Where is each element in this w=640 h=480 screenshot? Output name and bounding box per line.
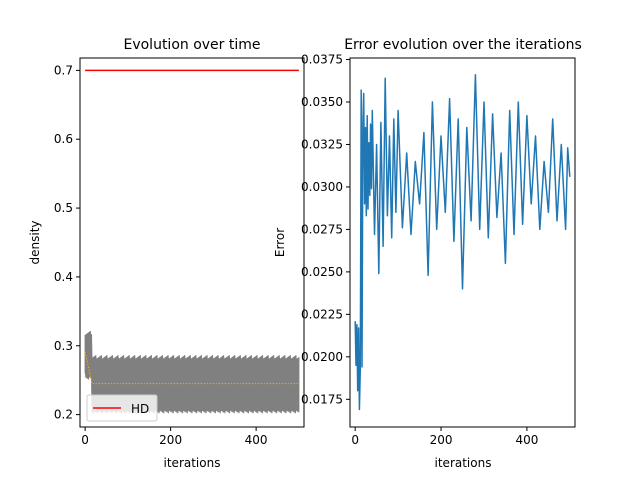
y-tick-label: 0.0200 <box>301 350 343 364</box>
x-tick-label: 200 <box>159 433 182 447</box>
y-tick-label: 0.5 <box>54 201 73 215</box>
y-tick-label: 0.0175 <box>301 392 343 406</box>
error-chart-ylabel: Error <box>273 228 287 257</box>
density-chart-title: Evolution over time <box>123 37 260 53</box>
error-chart-title: Error evolution over the iterations <box>344 37 582 53</box>
y-tick-label: 0.6 <box>54 132 73 146</box>
density-chart-ticks: 0 200 400 0.2 0.3 0.4 0.5 0.6 0.7 <box>54 63 268 447</box>
density-chart-frame <box>79 57 305 428</box>
y-tick-label: 0.0300 <box>301 180 343 194</box>
density-chart-xlabel: iterations <box>164 456 221 470</box>
y-tick-label: 0.4 <box>54 270 73 284</box>
y-tick-label: 0.0375 <box>301 53 343 67</box>
y-tick-label: 0.0225 <box>301 307 343 321</box>
error-chart-frame <box>349 57 576 428</box>
error-chart-xlabel: iterations <box>435 456 492 470</box>
error-chart: Error evolution over the iterations 0 200… <box>273 37 582 470</box>
error-series-0-line <box>354 74 571 411</box>
legend-hd-label: HD <box>131 402 149 416</box>
x-tick-label: 400 <box>515 433 538 447</box>
y-tick-label: 0.0350 <box>301 95 343 109</box>
legend-box <box>86 394 158 422</box>
y-tick-label: 0.0275 <box>301 222 343 236</box>
x-tick-label: 0 <box>81 433 89 447</box>
y-tick-label: 0.3 <box>54 339 73 353</box>
x-tick-label: 400 <box>245 433 268 447</box>
y-tick-label: 0.0325 <box>301 137 343 151</box>
error-chart-marks <box>354 74 571 411</box>
y-tick-label: 0.7 <box>54 63 73 77</box>
y-tick-label: 0.0250 <box>301 265 343 279</box>
density-chart-ylabel: density <box>28 221 42 265</box>
error-chart-ticks: 0 200 400 0.0175 0.0200 0.0225 0.0250 0.0275 0.0… <box>301 53 538 447</box>
y-tick-label: 0.2 <box>54 408 73 422</box>
density-chart: Evolution over time 0 200 4000.20.30.40.50… <box>28 37 305 470</box>
x-tick-label: 0 <box>351 433 359 447</box>
x-tick-label: 200 <box>430 433 453 447</box>
density-chart-legend: HD <box>86 394 158 422</box>
